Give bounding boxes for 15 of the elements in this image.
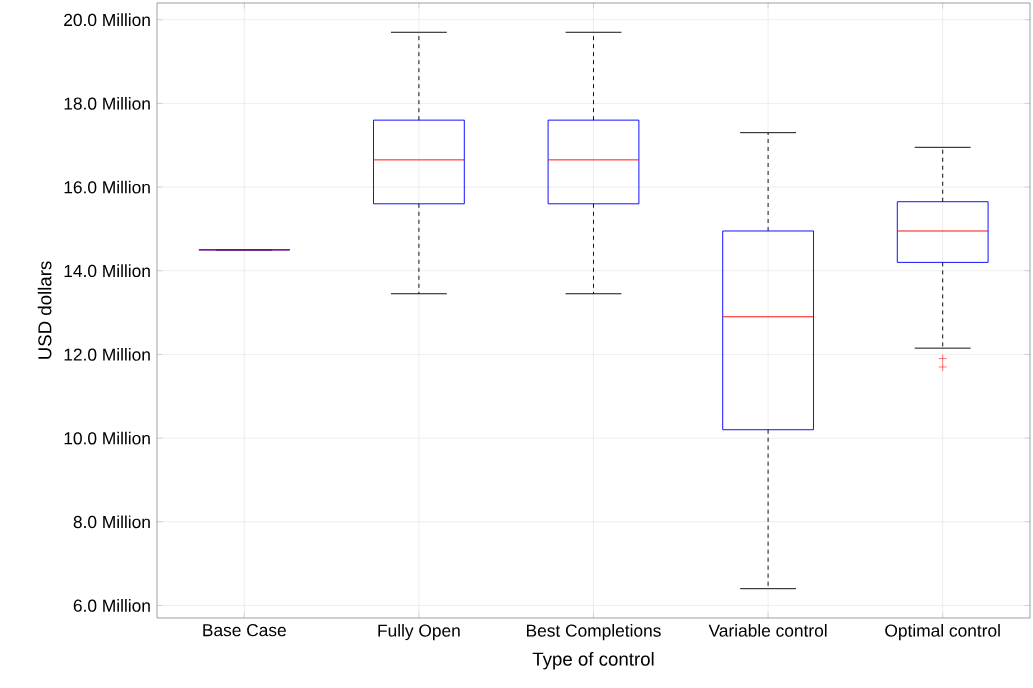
y-tick-label: 18.0 Million bbox=[64, 97, 150, 110]
y-tick-label: 6.0 Million bbox=[73, 599, 150, 612]
y-axis-title: USD dollars bbox=[37, 261, 52, 359]
y-tick-label: 14.0 Million bbox=[64, 264, 150, 278]
y-tick-label: 12.0 Million bbox=[64, 348, 150, 361]
x-tick-label: Variable control bbox=[708, 624, 827, 637]
y-tick-label: 10.0 Million bbox=[64, 431, 150, 445]
x-tick-label: Fully Open bbox=[378, 624, 460, 641]
x-tick-label: Best Completions bbox=[527, 624, 661, 641]
y-tick-label: 8.0 Million bbox=[73, 515, 150, 529]
x-tick-label: Optimal control bbox=[885, 624, 1000, 641]
x-tick-label: Base Case bbox=[203, 624, 286, 637]
x-axis-title: Type of control bbox=[532, 652, 654, 670]
y-tick-label: 20.0 Million bbox=[64, 13, 150, 27]
y-tick-label: 16.0 Million bbox=[64, 180, 150, 194]
